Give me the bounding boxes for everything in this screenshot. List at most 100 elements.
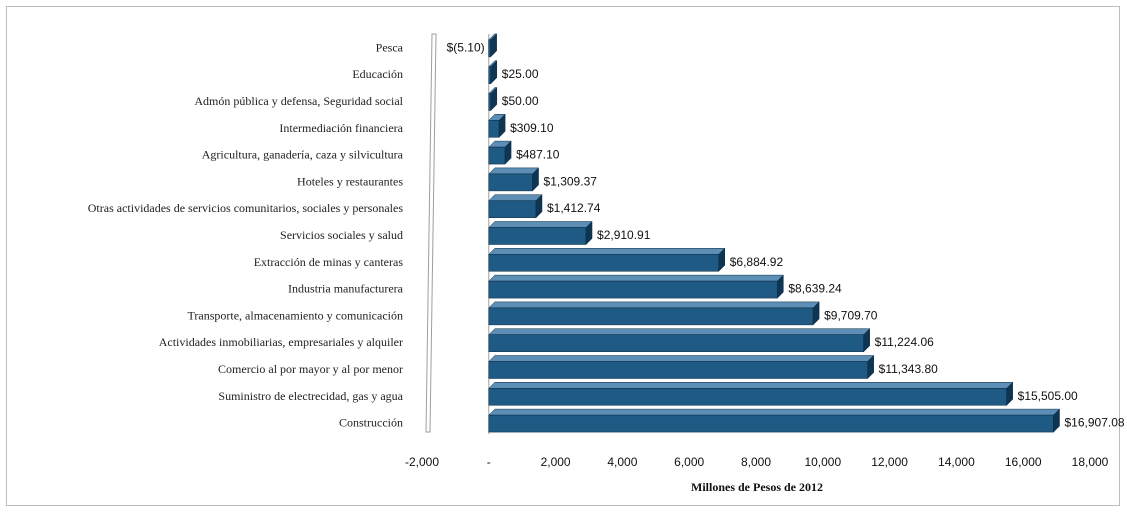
bar-side-face [777, 274, 784, 299]
x-tick-label: 10,000 [804, 455, 841, 469]
data-label: $8,639.24 [788, 282, 842, 296]
bar [488, 354, 875, 380]
bar-front-face [488, 334, 864, 352]
bar-front-face [488, 227, 587, 245]
x-tick-label: 6,000 [674, 455, 704, 469]
bar-front-face [488, 200, 537, 218]
bar-front-face [488, 146, 506, 165]
bar-front-face [488, 93, 492, 111]
bar-front-face [488, 414, 1054, 433]
data-label: $309.10 [510, 121, 554, 135]
bar-front-face [488, 120, 500, 138]
bar-side-face [863, 328, 870, 353]
x-tick-label: -2,000 [405, 455, 439, 469]
x-tick-label: 8,000 [741, 455, 771, 469]
x-tick-label: 4,000 [607, 455, 637, 469]
bar [488, 167, 540, 192]
data-label: $11,224.06 [875, 335, 934, 349]
bar-top-face [488, 382, 1014, 389]
bar-side-face [535, 194, 543, 219]
bar-front-face [488, 39, 491, 58]
data-label: $1,412.74 [547, 201, 601, 215]
bar [488, 140, 512, 165]
x-tick-labels: -2,000-2,000 4,000 6,000 8,000 10,000 12,000 1… [405, 455, 1109, 469]
bar-front-face [488, 66, 492, 84]
category-label: Actividades inmobiliarias, empresariales… [159, 335, 403, 349]
category-label: Suministro de electrecidad, gas y agua [218, 389, 403, 403]
bar-side-face [490, 86, 498, 112]
category-label: Construcción [339, 416, 403, 430]
bar [488, 113, 506, 138]
bar-front-face [488, 280, 778, 299]
bar [488, 381, 1014, 406]
side-wall [425, 33, 437, 433]
data-label: $2,910.91 [597, 228, 651, 242]
bar-top-face [488, 301, 820, 309]
bar-top-face [488, 274, 784, 282]
x-tick-label: 2,000 [541, 455, 571, 469]
bar [488, 328, 871, 353]
category-label: Extracción de minas y canteras [254, 255, 404, 269]
bar [488, 33, 498, 58]
bar [488, 301, 820, 326]
x-tick-label: 16,000 [1005, 455, 1042, 469]
category-label: Transporte, almacenamiento y comunicació… [188, 308, 404, 322]
bars [488, 33, 1061, 433]
bar [488, 194, 543, 219]
data-label: $(5.10) [447, 40, 485, 54]
category-label: Admón pública y defensa, Seguridad socia… [194, 94, 403, 108]
category-label: Industria manufacturera [288, 282, 404, 296]
bar-side-face [867, 354, 874, 380]
data-labels: $(5.10) $25.00 $50.00 $309.10 $487.10 $1,309.… [447, 40, 1125, 429]
bar-front-face [488, 173, 533, 192]
x-tick-label: 14,000 [938, 455, 975, 469]
bar-front-face [488, 254, 720, 272]
data-label: $9,709.70 [824, 308, 878, 322]
bar-side-face [490, 33, 497, 58]
bar-side-face [498, 113, 506, 138]
bar [488, 60, 498, 85]
bar-top-face [488, 355, 875, 362]
bar-top-face [488, 248, 726, 255]
data-label: $25.00 [502, 67, 539, 81]
data-label: $487.10 [516, 148, 560, 162]
bar-top-face [488, 221, 593, 228]
data-label: $11,343.80 [879, 362, 938, 376]
data-label: $15,505.00 [1018, 389, 1078, 403]
bar-front-face [488, 361, 868, 379]
x-axis-label: Millones de Pesos de 2012 [691, 480, 823, 494]
bar [488, 274, 784, 299]
category-label: Comercio al por mayor y al por menor [218, 362, 403, 376]
category-label: Otras actividades de servicios comunitar… [88, 201, 404, 215]
bar-front-face [488, 388, 1007, 406]
bar-top-face [488, 328, 871, 335]
bar-side-face [1006, 381, 1013, 406]
bar-side-face [532, 167, 539, 192]
category-label: Educación [352, 67, 403, 81]
data-label: $50.00 [502, 94, 539, 108]
data-label: $1,309.37 [544, 174, 598, 188]
category-labels: Pesca Educación Admón pública y defensa, S… [88, 40, 404, 429]
category-label: Intermediación financiera [279, 121, 403, 135]
bar-side-face [812, 301, 820, 326]
x-tick-label: 18,000 [1072, 455, 1109, 469]
bar-top-face [488, 167, 540, 175]
bar-top-face [488, 194, 543, 201]
bar-side-face [1053, 408, 1060, 433]
bar-front-face [488, 307, 814, 326]
category-label: Servicios sociales y salud [280, 228, 403, 242]
bar [488, 247, 726, 272]
bar [488, 408, 1061, 433]
bar-side-face [718, 247, 726, 272]
data-label: $6,884.92 [730, 255, 784, 269]
bar [488, 220, 593, 246]
bar-side-face [504, 140, 512, 165]
data-label: $16,907.08 [1064, 416, 1124, 430]
bar [488, 86, 498, 112]
bar-top-face [488, 408, 1061, 416]
category-label: Hoteles y restaurantes [297, 174, 403, 188]
x-tick-label: - [487, 455, 491, 469]
category-label: Pesca [376, 40, 404, 54]
category-label: Agricultura, ganadería, caza y silvicult… [202, 148, 404, 162]
